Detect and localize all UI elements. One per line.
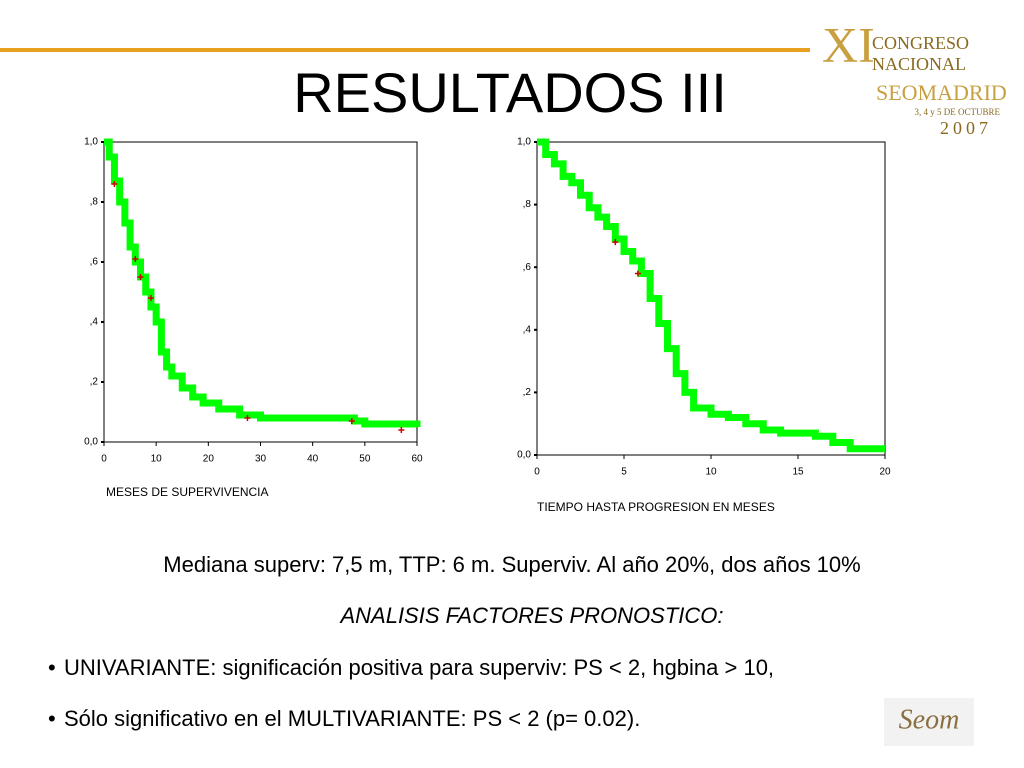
- y-tick-label: ,4: [90, 317, 99, 328]
- y-tick-label: 1,0: [517, 137, 531, 148]
- x-tick-label: 0: [534, 467, 540, 478]
- censor-mark: [634, 270, 641, 277]
- logo-text: 2007: [940, 118, 992, 138]
- footer-logo-box: [884, 698, 974, 746]
- bullet-text: UNIVARIANTE: significación positiva para…: [64, 655, 774, 680]
- logo-text: 3, 4 y 5 DE OCTUBRE: [915, 107, 1001, 117]
- censor-mark: [244, 415, 251, 421]
- bullet-text: Sólo significativo en el MULTIVARIANTE: …: [64, 706, 640, 731]
- x-tick-label: 10: [151, 454, 163, 465]
- y-tick-label: 0,0: [517, 450, 531, 461]
- y-tick-label: ,6: [90, 257, 99, 268]
- x-tick-label: 5: [621, 467, 627, 478]
- censor-mark: [147, 295, 154, 301]
- y-tick-label: ,8: [90, 197, 99, 208]
- bullet-dot: •: [48, 706, 56, 731]
- slide-title: RESULTADOS III: [293, 61, 727, 124]
- censor-mark: [132, 256, 139, 262]
- x-tick-label: 20: [879, 467, 891, 478]
- censor-mark: [398, 427, 405, 433]
- footer-logo: Seom: [899, 704, 960, 735]
- bullet-dot: •: [48, 655, 56, 680]
- congress-logo: XI CONGRESO NACIONAL SEOMADRID 3, 4 y 5 …: [822, 16, 1007, 138]
- censor-mark: [137, 274, 144, 280]
- x-tick-label: 30: [255, 454, 267, 465]
- x-tick-label: 0: [101, 454, 107, 465]
- logo-text: NACIONAL: [872, 54, 966, 74]
- y-tick-label: 0,0: [84, 437, 98, 448]
- y-tick-label: ,2: [90, 377, 99, 388]
- x-tick-label: 20: [203, 454, 215, 465]
- x-tick-label: 50: [359, 454, 371, 465]
- y-tick-label: ,4: [523, 324, 532, 335]
- x-tick-label: 40: [307, 454, 319, 465]
- survival-curve: [104, 138, 421, 428]
- logo-text: SEOMADRID: [876, 80, 1007, 105]
- survival-curve: [537, 138, 885, 453]
- logo-mark: XI: [822, 16, 875, 72]
- y-tick-label: ,6: [523, 262, 532, 273]
- x-axis-label: TIEMPO HASTA PROGRESION EN MESES: [537, 500, 775, 514]
- x-tick-label: 15: [792, 467, 804, 478]
- logo-text: CONGRESO: [872, 33, 969, 53]
- y-tick-label: ,2: [523, 387, 532, 398]
- y-tick-label: ,8: [523, 199, 532, 210]
- body-heading: ANALISIS FACTORES PRONOSTICO:: [338, 603, 723, 628]
- y-tick-label: 1,0: [84, 137, 98, 148]
- censor-mark: [348, 418, 355, 424]
- x-tick-label: 10: [705, 467, 717, 478]
- body-text: Mediana superv: 7,5 m, TTP: 6 m. Supervi…: [163, 552, 860, 577]
- x-tick-label: 60: [411, 454, 423, 465]
- censor-mark: [111, 181, 118, 187]
- censor-mark: [612, 239, 619, 246]
- x-axis-label: MESES DE SUPERVIVENCIA: [106, 485, 269, 499]
